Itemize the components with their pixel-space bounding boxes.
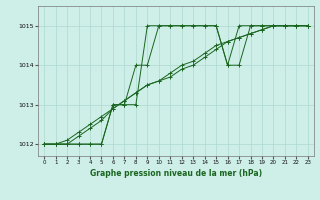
X-axis label: Graphe pression niveau de la mer (hPa): Graphe pression niveau de la mer (hPa)	[90, 169, 262, 178]
